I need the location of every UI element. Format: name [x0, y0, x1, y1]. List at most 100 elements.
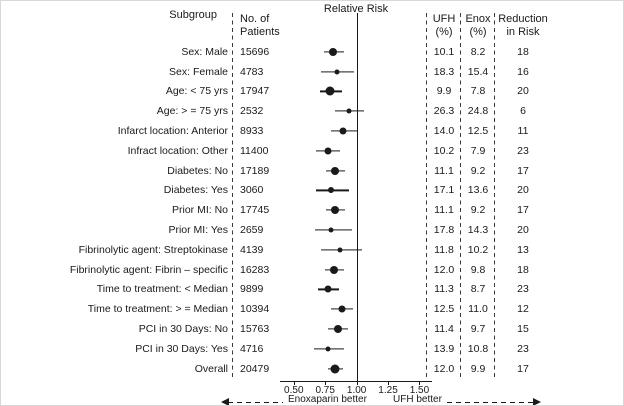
reduction-value: 17	[517, 362, 529, 375]
axis-footer: Enoxaparin better UFH better	[1, 393, 623, 405]
plot-cell	[285, 62, 427, 82]
enox-value: 8.2	[470, 45, 486, 58]
axis-tick	[325, 381, 327, 385]
enox-value: 24.8	[467, 105, 489, 118]
reduction-value: 18	[517, 45, 529, 58]
patients-value: 10394	[240, 303, 270, 316]
reduction-value: 23	[517, 342, 529, 355]
point-estimate-marker	[328, 187, 335, 194]
point-estimate-marker	[331, 166, 340, 175]
axis-tick-label: 1.25	[378, 385, 398, 396]
table-row: Diabetes: Yes 3060 17.1 13.6 20	[1, 181, 623, 201]
ufh-value: 12.5	[433, 303, 455, 316]
plot-cell	[285, 42, 427, 62]
table-row: Prior MI: Yes 2659 17.8 14.3 20	[1, 220, 623, 240]
patients-value: 17947	[240, 85, 270, 98]
reduction-value: 6	[520, 105, 526, 118]
enox-value: 9.7	[470, 323, 486, 336]
enoxaparin-better-label: Enoxaparin better	[288, 394, 367, 405]
plot-cell	[285, 161, 427, 181]
plot-cell	[285, 82, 427, 102]
ufh-value: 9.9	[436, 85, 452, 98]
ufh-value: 18.3	[433, 65, 455, 78]
axis-tick-label: 0.75	[315, 385, 335, 396]
reduction-value: 23	[517, 283, 529, 296]
header-relative-risk: Relative Risk	[323, 3, 389, 15]
subgroup-label: PCI in 30 Days: Yes	[135, 342, 228, 355]
patients-value: 17189	[240, 164, 270, 177]
plot-cell	[285, 319, 427, 339]
ufh-value: 12.0	[433, 362, 455, 375]
subgroup-label: Overall	[194, 362, 228, 375]
ufh-value: 11.3	[434, 283, 454, 296]
reduction-value: 12	[517, 303, 529, 316]
ufh-value: 11.1	[434, 204, 454, 217]
enox-value: 10.8	[467, 342, 489, 355]
reduction-value: 20	[517, 224, 529, 237]
point-estimate-marker	[324, 147, 332, 155]
subgroup-label: Infract location: Other	[127, 144, 228, 157]
arrow-head-right-icon	[533, 398, 541, 405]
plot-cell	[285, 121, 427, 141]
patients-value: 4783	[240, 65, 264, 78]
patients-value: 17745	[240, 204, 270, 217]
ufh-value: 13.9	[433, 342, 455, 355]
axis-tick	[356, 381, 358, 385]
header-reduction: Reduction in Risk	[498, 13, 548, 38]
enox-value: 10.2	[467, 243, 489, 256]
subgroup-label: Infarct location: Anterior	[117, 125, 228, 138]
table-row: Age: > = 75 yrs 2532 26.3 24.8 6	[1, 101, 623, 121]
patients-value: 15696	[240, 45, 270, 58]
ufh-value: 12.0	[433, 263, 455, 276]
header-ufh: UFH (%)	[432, 13, 456, 38]
enox-value: 11.0	[468, 303, 488, 316]
patients-value: 15763	[240, 323, 270, 336]
patients-value: 2659	[240, 224, 264, 237]
enox-value: 9.2	[470, 164, 486, 177]
ufh-value: 11.8	[434, 243, 454, 256]
plot-cell	[285, 280, 427, 300]
ufh-value: 11.4	[434, 323, 454, 336]
plot-cell	[285, 240, 427, 260]
subgroup-label: Age: < 75 yrs	[165, 85, 228, 98]
point-estimate-marker	[324, 285, 332, 293]
column-separator	[460, 13, 461, 379]
axis-tick	[419, 381, 421, 385]
point-estimate-marker	[346, 108, 352, 114]
reduction-value: 20	[517, 184, 529, 197]
reduction-value: 20	[517, 85, 529, 98]
subgroup-label: Time to treatment: > = Median	[87, 303, 228, 316]
arrow-head-left-icon	[221, 398, 229, 405]
point-estimate-marker	[331, 206, 340, 215]
plot-cell	[285, 339, 427, 359]
right-arrow	[447, 398, 541, 405]
reduction-value: 17	[517, 204, 529, 217]
ufh-value: 17.8	[433, 224, 455, 237]
column-separator	[232, 13, 233, 379]
plot-cell	[285, 181, 427, 201]
x-axis: 0.50 0.75 1.00 1.25 1.50	[280, 381, 432, 405]
patients-value: 4139	[240, 243, 264, 256]
table-row: Fibrinolytic agent: Fibrin – specific 16…	[1, 260, 623, 280]
table-row: Overall 20479 12.0 9.9 17	[1, 359, 623, 379]
left-arrow	[221, 398, 283, 405]
header-enox: Enox (%)	[465, 13, 491, 38]
ufh-value: 10.1	[433, 45, 455, 58]
axis-tick-label: 0.50	[284, 385, 304, 396]
subgroup-label: Diabetes: No	[167, 164, 228, 177]
table-row: Sex: Male 15696 10.1 8.2 18	[1, 42, 623, 62]
patients-value: 3060	[240, 184, 264, 197]
column-separator	[494, 13, 495, 379]
table-row: Time to treatment: > = Median 10394 12.5…	[1, 299, 623, 319]
plot-cell	[285, 141, 427, 161]
enox-value: 13.6	[467, 184, 489, 197]
point-estimate-marker	[328, 47, 337, 56]
subgroup-label: Sex: Male	[181, 45, 228, 58]
axis-tick-label: 1.00	[346, 385, 367, 396]
patients-value: 9899	[240, 283, 264, 296]
point-estimate-marker	[325, 86, 335, 96]
reduction-value: 13	[517, 243, 529, 256]
point-estimate-marker	[338, 305, 346, 313]
point-estimate-marker	[333, 325, 342, 334]
enox-value: 7.8	[470, 85, 486, 98]
